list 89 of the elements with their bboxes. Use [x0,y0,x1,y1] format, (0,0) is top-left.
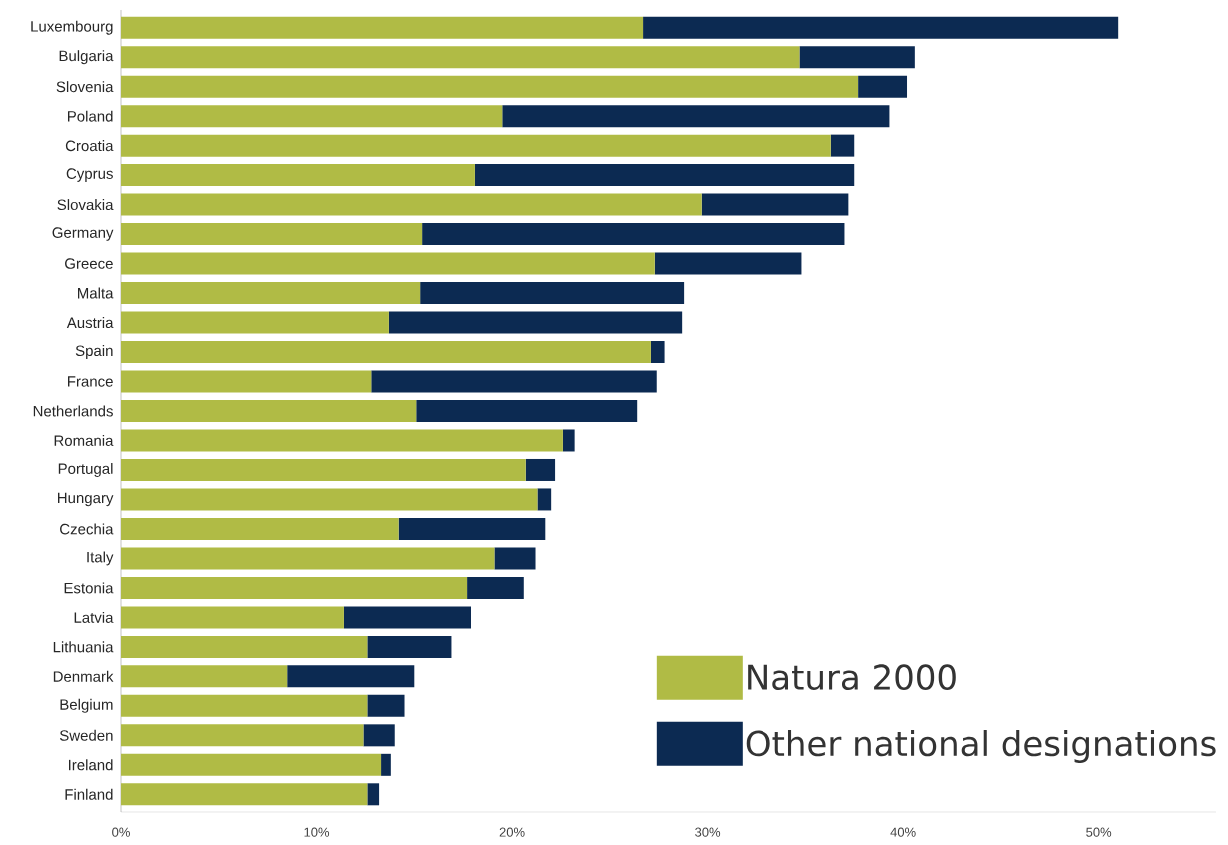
bar [121,75,859,98]
bar [121,517,399,540]
bar [367,783,380,806]
bar [381,753,391,776]
y-tick-label: Greece [65,258,113,269]
bar [121,635,368,658]
bar [363,724,395,747]
y-tick-label: Sweden [59,729,113,741]
bar [121,370,372,393]
y-tick-label: France [68,376,113,387]
y-tick-label: Estonia [64,582,114,594]
y-tick-label: Slovakia [57,199,114,211]
bar [121,282,421,305]
bar [643,16,1119,39]
bar [121,429,563,452]
y-tick-label: Czechia [60,523,114,535]
bar [398,517,546,540]
y-tick-label: Latvia [74,611,114,623]
bar [121,606,344,629]
bar [371,370,657,393]
bar [121,252,655,275]
legend-label: Natura 2000 [748,664,956,691]
bar [121,400,417,422]
bar [121,223,423,246]
bar [287,665,415,688]
y-tick-label: Germany [52,227,114,241]
y-tick-label: Malta [78,287,114,299]
bar [121,193,702,216]
bar [858,75,908,98]
x-tick-label: 0% [112,827,130,837]
x-tick-label: 10% [304,827,330,837]
bar [654,252,802,275]
bar [525,458,556,481]
x-tick-label: 50% [1086,827,1112,837]
legend-label: Other national designations [746,730,1216,763]
y-tick-label: Lithuania [53,641,114,653]
bar [343,606,471,629]
bar [467,576,524,599]
bar [121,105,503,128]
bar [388,311,683,334]
y-tick-label: Slovenia [56,81,114,93]
x-tick-label: 30% [695,827,721,837]
y-tick-label: Ireland [68,759,113,771]
bar [121,694,368,717]
y-tick-label: Portugal [58,462,113,477]
bar [121,547,495,570]
bar [121,164,475,187]
bar [121,753,382,776]
bar [121,783,368,806]
x-tick-label: 20% [499,827,525,837]
y-tick-label: Belgium [60,698,113,713]
bar [799,46,915,69]
y-tick-label: Hungary [58,492,114,507]
bar [416,400,638,422]
bar [367,635,452,658]
y-tick-label: Croatia [65,140,114,152]
y-tick-label: Spain [75,345,113,360]
y-tick-label: Italy [87,551,114,566]
bar [121,458,526,481]
y-tick-label: Romania [54,434,114,446]
y-tick-label: Bulgaria [59,50,114,65]
bar [121,311,389,334]
bar [422,223,845,246]
bar [650,341,665,364]
bar [121,665,288,688]
bar [494,547,536,570]
y-tick-label: Finland [65,788,113,800]
bar [121,16,644,39]
bar [474,164,855,187]
bar [121,134,831,157]
bar [537,488,552,511]
y-tick-label: Netherlands [33,405,113,417]
bar [562,429,575,452]
y-tick-label: Cyprus [66,168,113,182]
bar [502,105,890,128]
y-tick-label: Austria [66,317,114,329]
y-tick-label: Denmark [53,670,114,682]
x-tick-label: 40% [890,827,916,837]
bar [121,341,651,364]
bar [701,193,849,216]
bar [121,724,364,747]
y-tick-label: Luxembourg [31,20,113,35]
bar [367,694,405,717]
bar [830,134,855,157]
bar [121,576,468,599]
bar [121,46,800,69]
bar [121,488,538,511]
bar [420,282,685,305]
y-tick-label: Poland [67,110,113,122]
